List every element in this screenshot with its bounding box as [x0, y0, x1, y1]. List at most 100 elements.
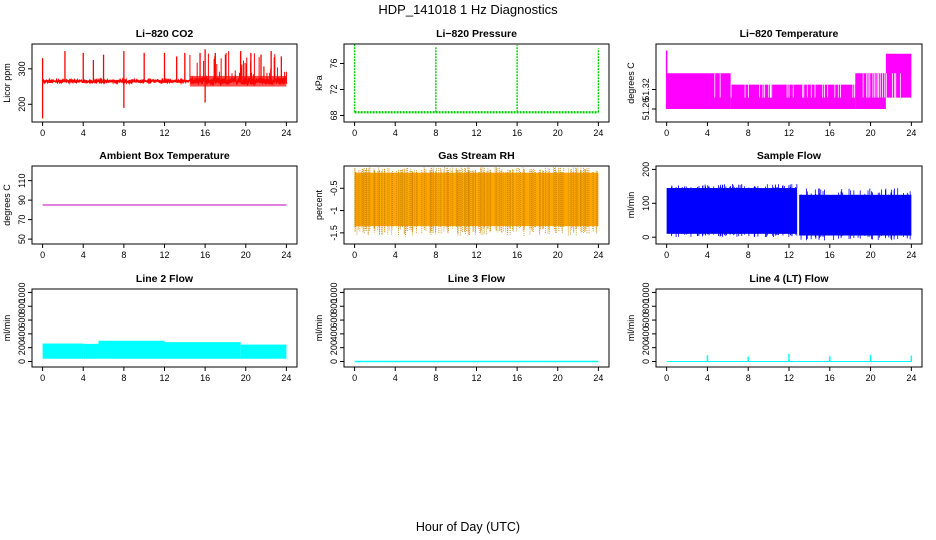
- x-tick-label: 20: [553, 250, 563, 260]
- y-tick-label: 400: [641, 326, 651, 341]
- panel-pressure: Li−820 Pressure 0 4 8 12 16 20 24 68 72 76 kPa: [314, 28, 610, 138]
- y-axis-label-line4: ml/min: [626, 315, 636, 342]
- panel-title-sample: Sample Flow: [757, 150, 822, 162]
- line2-band: [98, 340, 165, 359]
- line2-band: [240, 344, 287, 359]
- temperature-band: [855, 73, 886, 109]
- y-axis-label-line2: ml/min: [2, 315, 12, 342]
- y-tick-label: 400: [17, 326, 27, 341]
- y-tick-label: -1: [329, 207, 339, 215]
- x-tick-label: 0: [40, 250, 45, 260]
- x-tick-label: 4: [705, 250, 710, 260]
- x-tick-label: 16: [512, 373, 522, 383]
- panel-title-rh: Gas Stream RH: [438, 150, 514, 162]
- y-tick-label: 600: [641, 313, 651, 328]
- x-tick-label: 20: [241, 128, 251, 138]
- y-tick-label: 110: [17, 173, 27, 187]
- panel-title-pressure: Li−820 Pressure: [436, 28, 517, 40]
- x-tick-label: 20: [241, 250, 251, 260]
- y-tick-label: 200: [641, 162, 651, 177]
- panel-line4: Line 4 (LT) Flow 0 4 8 12 16 20 24 0 200400600800…: [626, 273, 923, 383]
- x-tick-label: 8: [433, 128, 438, 138]
- panel-rh: Gas Stream RH 0 4 8 12 16 20 24 -1.5 -1 -0.5 percen…: [314, 150, 610, 260]
- x-tick-label: 12: [159, 128, 169, 138]
- x-tick-label: 16: [512, 128, 522, 138]
- x-tick-label: 8: [433, 373, 438, 383]
- y-tick-label: 70: [17, 215, 27, 225]
- y-tick-label: 90: [17, 195, 27, 205]
- x-tick-label: 12: [784, 250, 794, 260]
- co2-noise-band: [189, 75, 287, 87]
- temperature-band: [885, 53, 912, 64]
- x-tick-label: 12: [784, 128, 794, 138]
- x-tick-label: 8: [746, 250, 751, 260]
- x-tick-label: 0: [352, 250, 357, 260]
- x-tick-label: 0: [664, 128, 669, 138]
- x-tick-label: 24: [593, 128, 603, 138]
- plot-frame-pressure: [343, 43, 610, 123]
- y-axis-label-sample: ml/min: [626, 192, 636, 219]
- x-tick-label: 20: [553, 128, 563, 138]
- line2-band: [164, 342, 241, 359]
- y-tick-label: 51.32: [641, 78, 651, 101]
- y-tick-label: 1000: [641, 282, 651, 302]
- x-tick-label: 16: [200, 128, 210, 138]
- x-tick-label: 4: [393, 250, 398, 260]
- y-tick-label: 800: [17, 299, 27, 314]
- y-tick-label: 800: [641, 299, 651, 314]
- y-tick-label: 600: [17, 313, 27, 328]
- x-tick-label: 12: [471, 128, 481, 138]
- x-tick-label: 12: [159, 373, 169, 383]
- y-tick-label: 800: [329, 299, 339, 314]
- y-tick-label: 600: [329, 313, 339, 328]
- x-tick-label: 0: [352, 128, 357, 138]
- x-tick-label: 0: [40, 373, 45, 383]
- x-tick-label: 12: [784, 373, 794, 383]
- y-tick-label: 0: [329, 359, 339, 364]
- x-tick-label: 8: [746, 373, 751, 383]
- y-axis-label-ambient: degrees C: [2, 184, 12, 226]
- x-tick-label: 4: [705, 128, 710, 138]
- panel-title-temperature: Li−820 Temperature: [740, 28, 839, 40]
- y-axis-label-co2: Licor ppm: [2, 63, 12, 103]
- x-tick-label: 12: [159, 250, 169, 260]
- x-tick-label: 4: [393, 128, 398, 138]
- x-tick-label: 16: [200, 373, 210, 383]
- x-tick-label: 24: [281, 128, 291, 138]
- y-tick-label: 1000: [17, 282, 27, 302]
- panel-co2: Li−820 CO2 0 4 8 12 16 20 24 200 300 Licor ppm: [2, 28, 298, 138]
- y-tick-label: 200: [17, 340, 27, 355]
- y-axis-label-line3: ml/min: [314, 315, 324, 342]
- x-tick-label: 20: [866, 373, 876, 383]
- y-tick-label: -1.5: [329, 225, 339, 241]
- x-tick-label: 24: [906, 373, 916, 383]
- y-axis-label-pressure: kPa: [314, 75, 324, 91]
- x-tick-label: 24: [281, 250, 291, 260]
- sample-gap: [797, 188, 800, 236]
- x-tick-label: 12: [471, 373, 481, 383]
- x-tick-label: 0: [352, 373, 357, 383]
- x-tick-label: 16: [825, 373, 835, 383]
- series-rh: [354, 167, 599, 237]
- y-tick-label: 200: [329, 340, 339, 355]
- x-tick-label: 4: [81, 373, 86, 383]
- x-tick-label: 8: [746, 128, 751, 138]
- x-tick-label: 24: [593, 250, 603, 260]
- y-axis-label-rh: percent: [314, 189, 324, 220]
- x-tick-label: 4: [81, 128, 86, 138]
- x-tick-label: 4: [705, 373, 710, 383]
- x-tick-label: 16: [200, 250, 210, 260]
- series-pressure: [353, 44, 600, 114]
- x-tick-label: 8: [433, 250, 438, 260]
- x-tick-label: 24: [593, 373, 603, 383]
- panel-title-line2: Line 2 Flow: [136, 273, 194, 285]
- y-tick-label: 51.26: [641, 98, 651, 121]
- rh-band: [354, 172, 599, 227]
- x-tick-label: 24: [281, 373, 291, 383]
- y-tick-label: 0: [641, 235, 651, 240]
- y-tick-label: -0.5: [329, 181, 339, 197]
